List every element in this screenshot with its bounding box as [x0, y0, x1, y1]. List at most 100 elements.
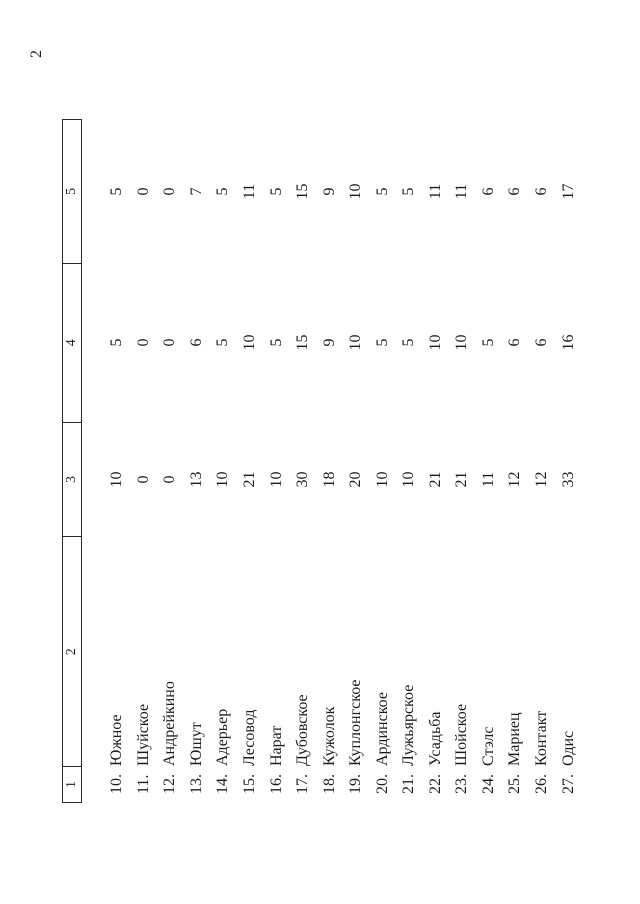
col5-value: 7 [187, 187, 205, 196]
col5-value: 17 [559, 183, 577, 200]
col3-value: 21 [241, 471, 258, 488]
row-number: 25. [506, 774, 524, 794]
table-row: 23. Шойское 21 10 11 [449, 0, 476, 904]
row-number: 26. [533, 774, 551, 794]
settlement-name: Лужьярское [400, 684, 418, 766]
col5-value: 5 [400, 187, 418, 196]
row-number: 12. [161, 774, 179, 794]
col4-value: 0 [161, 338, 179, 347]
settlement-name: Адерьер [214, 708, 232, 766]
table-row: 12. Андрейкино 0 0 0 [157, 0, 184, 904]
settlement-name: Усадьба [426, 711, 444, 766]
col4-value: 10 [241, 334, 258, 351]
col3-value: 10 [373, 471, 391, 488]
table-row: 21. Лужьярское 10 5 5 [396, 0, 423, 904]
col3-value: 10 [267, 471, 285, 488]
row-number: 17. [294, 774, 312, 794]
col4-value: 5 [479, 338, 497, 347]
row-number: 16. [267, 774, 285, 794]
col3-value: 30 [294, 471, 312, 488]
table-row: 11. Шуйское 0 0 0 [131, 0, 158, 904]
row-number: 21. [400, 774, 418, 794]
row-number: 24. [479, 774, 497, 794]
settlement-name: Андрейкино [161, 681, 179, 766]
col5-value: 11 [426, 183, 444, 200]
col5-value: 11 [241, 183, 258, 200]
settlement-name: Мариец [506, 712, 524, 766]
row-number: 11. [134, 774, 152, 794]
col3-value: 21 [426, 471, 444, 488]
col4-value: 10 [426, 334, 444, 351]
col4-value: 6 [187, 338, 205, 347]
col3-value: 10 [400, 471, 418, 488]
settlement-name: Лесовод [241, 709, 258, 766]
col3-value: 12 [533, 471, 551, 488]
settlement-name: Шуйское [134, 703, 152, 766]
column-header: 5 [64, 187, 79, 195]
table-row: 18. Кужолок 18 9 9 [316, 0, 343, 904]
col4-value: 5 [267, 338, 285, 347]
row-number: 22. [426, 774, 444, 794]
settlement-name: Куплонгское [347, 679, 365, 767]
col5-value: 11 [453, 183, 471, 200]
settlement-name: Кужолок [320, 706, 338, 766]
col3-value: 10 [214, 471, 232, 488]
col5-value: 6 [533, 187, 551, 196]
column-header: 4 [63, 262, 81, 422]
settlement-name: Стэлс [479, 726, 497, 766]
settlement-name: Шойское [453, 703, 471, 766]
settlement-name: Одис [559, 730, 577, 766]
col4-value: 16 [559, 334, 577, 351]
table-row: 13. Юшут 13 6 7 [184, 0, 211, 904]
col4-value: 0 [134, 338, 152, 347]
settlement-name: Контакт [533, 710, 551, 766]
settlement-name: Южное [108, 714, 126, 766]
col4-value: 5 [400, 338, 418, 347]
col4-value: 6 [533, 338, 551, 347]
col5-value: 5 [267, 187, 285, 196]
row-number: 10. [108, 774, 126, 794]
table-row: 15. Лесовод 21 10 11 [237, 0, 264, 904]
table-row: 22. Усадьба 21 10 11 [423, 0, 450, 904]
col3-value: 18 [320, 471, 338, 488]
col3-value: 12 [506, 471, 524, 488]
table-body: 10. Южное 10 5 5 11. Шуйское 0 0 0 12. А… [104, 0, 582, 904]
col3-value: 10 [108, 471, 126, 488]
col3-value: 20 [347, 471, 365, 488]
col4-value: 6 [506, 338, 524, 347]
table-row: 27. Одис 33 16 17 [555, 0, 582, 904]
column-header: 1 [63, 766, 81, 802]
table-row: 17. Дубовское 30 15 15 [290, 0, 317, 904]
col5-value: 10 [347, 183, 365, 200]
table-row: 16. Нарат 10 5 5 [263, 0, 290, 904]
col3-value: 0 [134, 475, 152, 484]
col3-value: 33 [559, 471, 577, 488]
table-row: 10. Южное 10 5 5 [104, 0, 131, 904]
column-header: 2 [63, 536, 81, 767]
table-row: 19. Куплонгское 20 10 10 [343, 0, 370, 904]
col5-value: 5 [373, 187, 391, 196]
col3-value: 13 [187, 471, 205, 488]
table-row: 26. Контакт 12 6 6 [529, 0, 556, 904]
settlement-name: Ардинское [373, 692, 391, 766]
page-number: 2 [28, 49, 45, 59]
col5-value: 6 [479, 187, 497, 196]
row-number: 20. [373, 774, 391, 794]
col3-value: 11 [479, 471, 497, 488]
col4-value: 10 [453, 334, 471, 351]
col5-value: 5 [108, 187, 126, 196]
col4-value: 5 [373, 338, 391, 347]
row-number: 13. [187, 774, 205, 794]
col4-value: 15 [294, 334, 312, 351]
table-row: 24. Стэлс 11 5 6 [476, 0, 503, 904]
col5-value: 5 [214, 187, 232, 196]
row-number: 19. [347, 774, 365, 794]
col5-value: 15 [294, 183, 312, 200]
col3-value: 21 [453, 471, 471, 488]
row-number: 14. [214, 774, 232, 794]
settlement-name: Нарат [267, 725, 285, 766]
row-number: 18. [320, 774, 338, 794]
col4-value: 10 [347, 334, 365, 351]
